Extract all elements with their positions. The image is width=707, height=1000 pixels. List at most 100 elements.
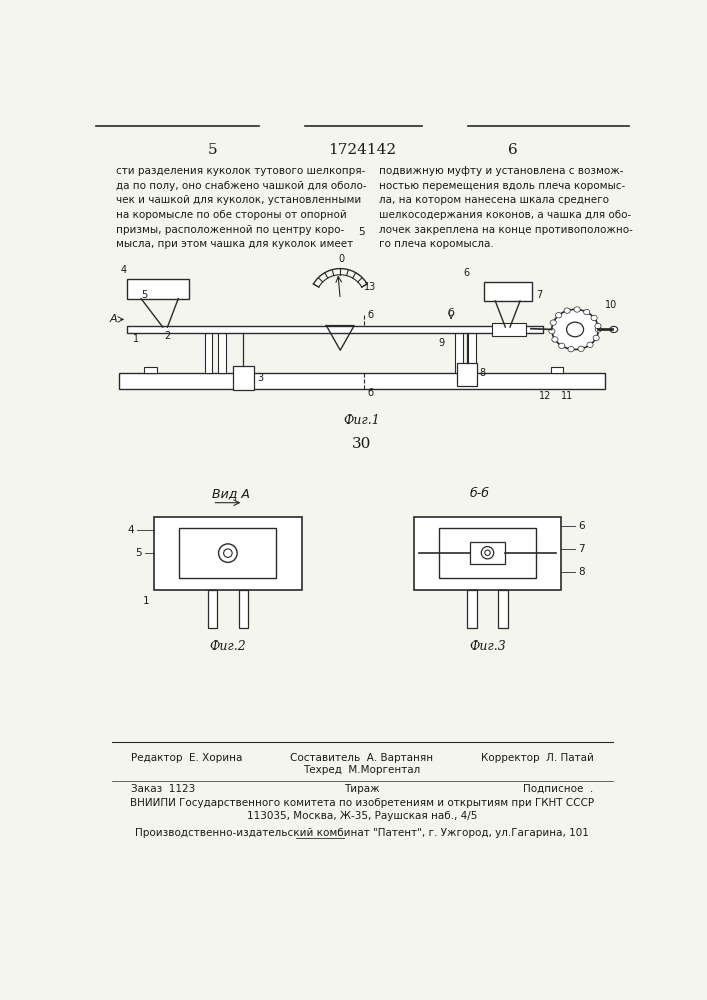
Text: 4: 4 [120,265,127,275]
Ellipse shape [556,313,562,318]
Ellipse shape [578,346,584,351]
Text: 1724142: 1724142 [328,143,396,157]
Text: 5: 5 [358,227,366,237]
Ellipse shape [566,322,583,337]
Bar [233,366,255,390]
Text: б-б: б-б [469,487,490,500]
Text: Вид А: Вид А [212,487,250,500]
Text: 113035, Москва, Ж-35, Раушская наб., 4/5: 113035, Москва, Ж-35, Раушская наб., 4/5 [247,811,477,821]
Text: го плеча коромысла.: го плеча коромысла. [379,239,493,249]
Text: 11: 11 [561,391,573,401]
Text: Составитель  А. Вартанян: Составитель А. Вартанян [291,753,433,763]
Text: ла, на котором нанесена шкала среднего: ла, на котором нанесена шкала среднего [379,195,609,205]
Bar [468,332,476,373]
Text: на коромысле по обе стороны от опорной: на коромысле по обе стороны от опорной [115,210,346,220]
Ellipse shape [593,335,600,341]
Text: 4: 4 [128,525,134,535]
Text: 12: 12 [539,391,551,401]
Text: Производственно-издательский комбинат "Патент", г. Ужгород, ул.Гагарина, 101: Производственно-издательский комбинат "П… [135,828,589,838]
Text: шелкосодержания коконов, а чашка для обо-: шелкосодержания коконов, а чашка для обо… [379,210,631,220]
Text: мысла, при этом чашка для куколок имеет: мысла, при этом чашка для куколок имеет [115,239,353,249]
Text: 6: 6 [464,268,469,278]
Bar [467,590,477,628]
Text: 5: 5 [136,548,142,558]
Ellipse shape [218,544,237,562]
Bar [237,367,250,373]
Text: б: б [368,310,373,320]
Text: Фиг.1: Фиг.1 [344,414,380,427]
Text: 13: 13 [363,282,375,292]
Text: 6: 6 [578,521,585,531]
Text: 9: 9 [439,338,445,348]
Text: ностью перемещения вдоль плеча коромыс-: ностью перемещения вдоль плеча коромыс- [379,181,625,191]
Bar [127,279,189,299]
Bar [218,332,226,373]
Text: б: б [368,388,373,398]
Ellipse shape [583,309,590,315]
Bar [457,363,477,386]
Bar [208,590,217,628]
Text: 8: 8 [578,567,585,577]
Ellipse shape [574,307,580,312]
Bar [204,332,212,373]
Bar [440,528,535,578]
Text: Подписное  .: Подписное . [523,784,594,794]
Bar [492,323,526,336]
Text: 3: 3 [257,373,264,383]
Ellipse shape [564,308,571,313]
Text: 1: 1 [134,334,139,344]
Ellipse shape [550,320,556,325]
Ellipse shape [595,323,601,329]
Ellipse shape [223,549,232,557]
Bar [180,528,276,578]
Bar [119,373,605,389]
Text: 10: 10 [604,300,617,310]
Text: призмы, расположенной по центру коро-: призмы, расположенной по центру коро- [115,225,344,235]
Ellipse shape [591,315,597,321]
Bar [414,517,561,590]
Text: подвижную муфту и установлена с возмож-: подвижную муфту и установлена с возмож- [379,166,624,176]
Bar [239,590,248,628]
Bar [498,590,508,628]
Text: 7: 7 [537,290,542,300]
Text: сти разделения куколок тутового шелкопря-: сти разделения куколок тутового шелкопря… [115,166,365,176]
Bar [127,326,543,333]
Text: Техред  М.Моргентал: Техред М.Моргентал [303,765,421,775]
Text: лочек закреплена на конце противоположно-: лочек закреплена на конце противоположно… [379,225,633,235]
Bar [455,332,462,373]
Bar [484,282,532,301]
Ellipse shape [481,547,493,559]
Bar [470,542,505,564]
Text: да по полу, оно снабжено чашкой для оболо-: да по полу, оно снабжено чашкой для обол… [115,181,366,191]
Bar [144,367,156,373]
Ellipse shape [549,328,555,334]
Text: 1: 1 [144,596,150,606]
Text: 5: 5 [208,143,217,157]
Text: 5: 5 [141,290,147,300]
Ellipse shape [559,343,565,349]
Text: Фиг.2: Фиг.2 [209,640,246,653]
Text: б: б [448,308,455,318]
Ellipse shape [485,550,490,555]
Text: 2: 2 [164,331,170,341]
Text: 8: 8 [480,368,486,378]
Text: 6: 6 [508,143,518,157]
Ellipse shape [552,337,558,342]
Text: Корректор  Л. Патай: Корректор Л. Патай [481,753,594,763]
Bar [462,367,474,373]
Bar [551,367,563,373]
Text: Заказ  1123: Заказ 1123 [131,784,195,794]
Ellipse shape [587,342,593,347]
Ellipse shape [568,346,574,352]
Text: А: А [110,314,117,324]
Ellipse shape [552,309,598,349]
Text: Редактор  Е. Хорина: Редактор Е. Хорина [131,753,243,763]
Text: чек и чашкой для куколок, установленными: чек и чашкой для куколок, установленными [115,195,361,205]
Text: ВНИИПИ Государственного комитета по изобретениям и открытиям при ГКНТ СССР: ВНИИПИ Государственного комитета по изоб… [130,798,594,808]
Bar [154,517,301,590]
Ellipse shape [610,326,618,333]
Text: Тираж: Тираж [344,784,380,794]
Text: 7: 7 [578,544,585,554]
Text: 30: 30 [352,437,372,451]
Text: Фиг.3: Фиг.3 [469,640,506,653]
